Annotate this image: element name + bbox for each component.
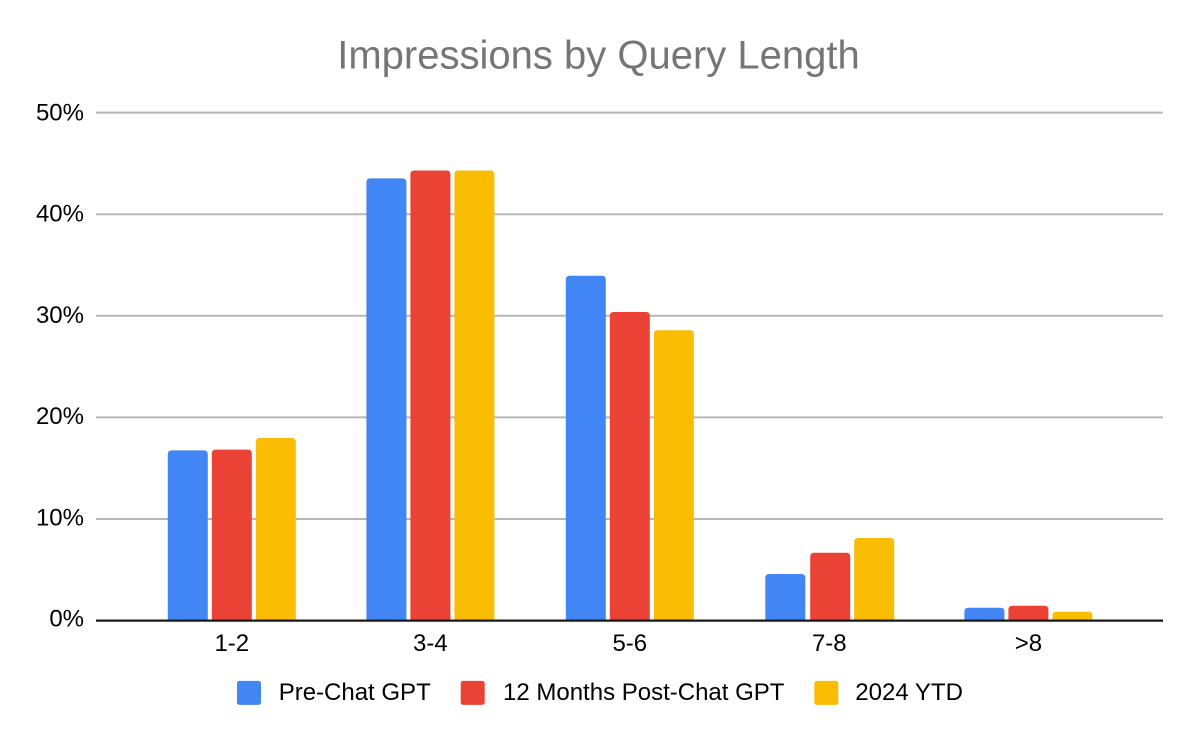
- svg-text:0%: 0%: [49, 606, 84, 633]
- svg-text:3-4: 3-4: [413, 630, 448, 657]
- svg-text:12 Months Post-Chat GPT: 12 Months Post-Chat GPT: [503, 679, 785, 706]
- svg-text:40%: 40%: [36, 201, 84, 228]
- svg-text:10%: 10%: [36, 504, 84, 531]
- svg-text:5-6: 5-6: [612, 630, 647, 657]
- svg-text:2024 YTD: 2024 YTD: [855, 679, 963, 706]
- svg-text:>8: >8: [1015, 630, 1042, 657]
- svg-text:50%: 50%: [36, 100, 84, 127]
- svg-text:30%: 30%: [36, 302, 84, 329]
- svg-text:1-2: 1-2: [214, 630, 249, 657]
- svg-text:Pre-Chat GPT: Pre-Chat GPT: [279, 679, 431, 706]
- svg-text:Impressions by Query Length: Impressions by Query Length: [337, 34, 859, 78]
- svg-text:20%: 20%: [36, 403, 84, 430]
- svg-text:7-8: 7-8: [812, 630, 847, 657]
